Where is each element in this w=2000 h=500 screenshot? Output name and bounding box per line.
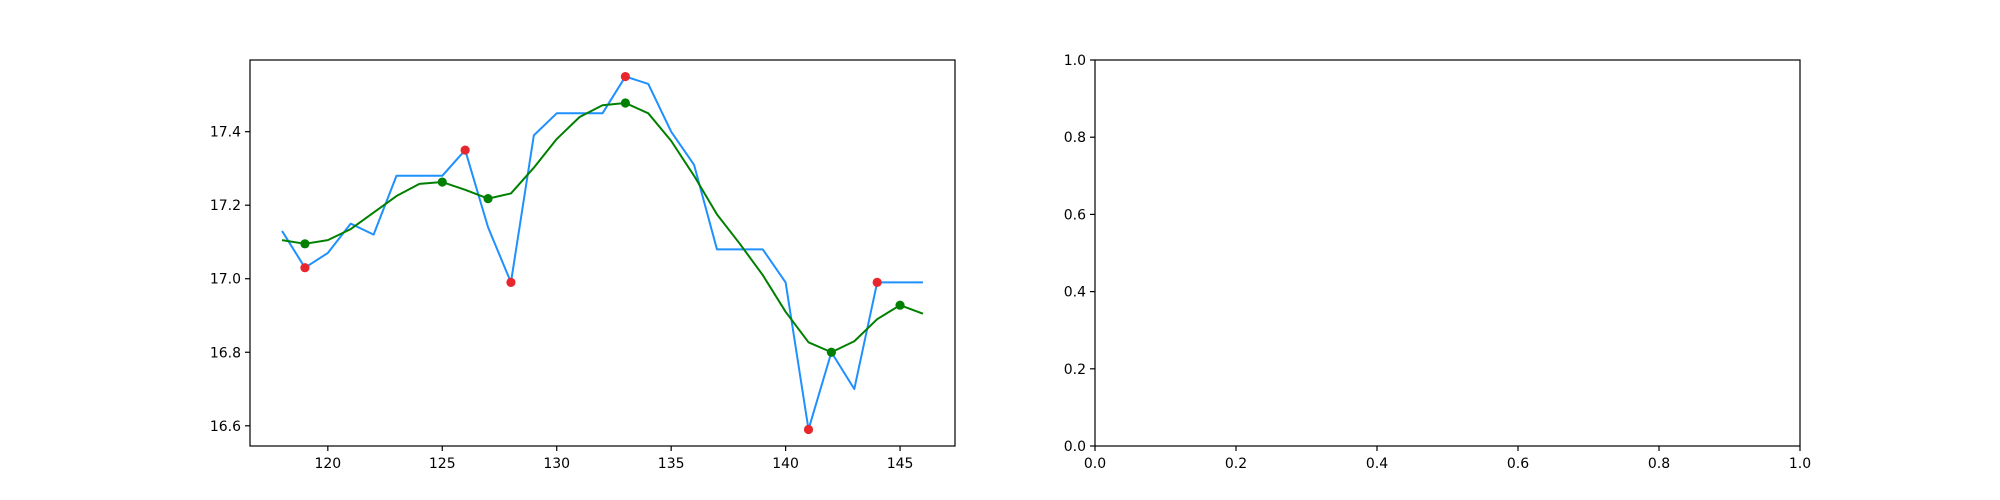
x-tick-label: 125 — [429, 456, 456, 472]
axes-frame — [1094, 59, 1801, 447]
x-tick-label: 130 — [543, 456, 570, 472]
y-tick-label: 1.0 — [1064, 53, 1086, 69]
right-axes: 0.0 0.2 0.4 0.6 0.8 1.0 0.0 0.2 0.4 0.6 0.8 1.0 — [1064, 53, 1811, 472]
y-tick-label: 16.6 — [210, 419, 241, 435]
y-tick-label: 0.8 — [1064, 130, 1086, 146]
axes-frame — [249, 59, 956, 447]
y-tick-label: 0.4 — [1064, 285, 1086, 301]
scatter-point-3-1 — [437, 177, 447, 187]
series-line-1 — [281, 102, 924, 354]
scatter-point-3-4 — [826, 347, 837, 357]
x-tick-label: 0.6 — [1507, 456, 1529, 472]
scatter-point-2-0 — [300, 263, 310, 273]
left-axes: 120 125 130 135 140 145 16.6 16.8 17.0 17.2 17.4 — [210, 59, 956, 472]
x-tick-label: 0.8 — [1648, 456, 1670, 472]
scatter-point-3-0 — [300, 239, 310, 249]
x-tick-label: 120 — [314, 456, 341, 472]
scatter-point-3-5 — [895, 300, 905, 310]
x-tick-label: 140 — [772, 456, 799, 472]
scatter-point-2-1 — [460, 145, 470, 155]
scatter-point-3-2 — [483, 193, 493, 204]
y-tick-label: 16.8 — [210, 345, 241, 361]
scatter-point-2-3 — [620, 71, 630, 82]
scatter-point-3-3 — [620, 98, 630, 108]
scatter-point-2-2 — [506, 277, 516, 288]
x-tick-label: 0.4 — [1366, 456, 1388, 472]
x-tick-label: 0.2 — [1225, 456, 1247, 472]
y-tick-label: 0.2 — [1064, 362, 1086, 378]
scatter-point-2-4 — [803, 424, 814, 435]
y-tick-label: 17.2 — [210, 198, 241, 214]
x-tick-label: 0.0 — [1084, 456, 1106, 472]
y-tick-label: 17.0 — [210, 272, 241, 288]
scatter-point-2-5 — [872, 277, 882, 288]
y-tick-label: 0.0 — [1064, 439, 1086, 455]
x-tick-label: 1.0 — [1789, 456, 1811, 472]
x-tick-label: 135 — [658, 456, 685, 472]
y-tick-label: 0.6 — [1064, 207, 1086, 223]
series-line-0 — [281, 75, 923, 431]
y-tick-label: 17.4 — [210, 125, 241, 141]
x-tick-label: 145 — [887, 456, 914, 472]
